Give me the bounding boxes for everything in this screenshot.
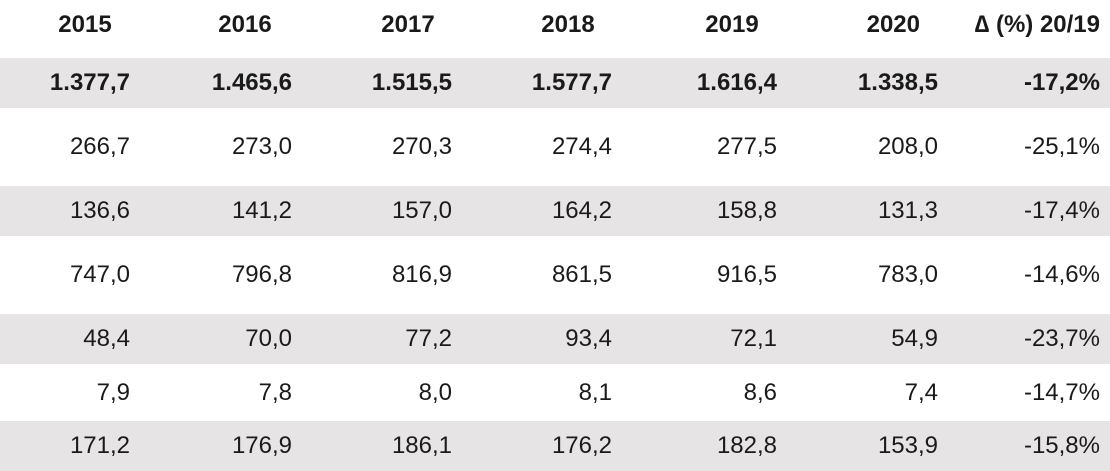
table-cell: 747,0 [69,261,130,288]
table-cell: 277,5 [716,133,777,160]
header-cell-2017: 2017 [381,11,435,38]
table-cell: -14,6% [1023,261,1100,288]
header-cell-delta: ∆ (%) 20/19 [974,11,1100,38]
table-cell: 861,5 [551,261,612,288]
table-row: 7,9 7,8 8,0 8,1 8,6 7,4 -14,7% [0,368,1110,418]
table-cell: 816,9 [391,261,452,288]
table-cell: 1.515,5 [371,69,452,96]
table-cell: 8,6 [743,379,777,406]
table-cell: 1.616,4 [696,69,777,96]
table-cell: 93,4 [565,325,612,352]
table-cell: -25,1% [1023,133,1100,160]
table-row-total: 1.377,7 1.465,6 1.515,5 1.577,7 1.616,4 … [0,58,1110,108]
table-cell: 208,0 [877,133,938,160]
table-cell: 7,4 [904,379,938,406]
table-row: 266,7 273,0 270,3 274,4 277,5 208,0 -25,… [0,122,1110,172]
table-cell: 1.465,6 [211,69,292,96]
table-cell: 171,2 [69,432,130,459]
table-cell: 270,3 [391,133,452,160]
table-cell: 136,6 [69,197,130,224]
table-cell: 153,9 [877,432,938,459]
table-cell: 48,4 [83,325,130,352]
table-cell: 70,0 [245,325,292,352]
table-cell: 273,0 [231,133,292,160]
table-row: 171,2 176,9 186,1 176,2 182,8 153,9 -15,… [0,421,1110,471]
table-cell: 131,3 [877,197,938,224]
table-cell: 54,9 [891,325,938,352]
table-cell: 176,2 [551,432,612,459]
table-cell: -17,4% [1023,197,1100,224]
table-cell: 157,0 [391,197,452,224]
table-row: 136,6 141,2 157,0 164,2 158,8 131,3 -17,… [0,186,1110,236]
table-cell: -14,7% [1023,379,1100,406]
table-cell: 1.377,7 [49,69,130,96]
table-cell: 916,5 [716,261,777,288]
table-cell: 176,9 [231,432,292,459]
table-cell: 77,2 [405,325,452,352]
table-cell: 141,2 [231,197,292,224]
table-cell: -15,8% [1023,432,1100,459]
table-cell: 1.577,7 [531,69,612,96]
header-cell-2019: 2019 [705,11,759,38]
table-cell: 8,1 [578,379,612,406]
table-header-row: 2015 2016 2017 2018 2019 2020 ∆ (%) 20/1… [0,0,1110,50]
table-cell: 158,8 [716,197,777,224]
table-cell: -17,2% [1023,69,1100,96]
table-row: 747,0 796,8 816,9 861,5 916,5 783,0 -14,… [0,250,1110,300]
table-cell: 182,8 [716,432,777,459]
header-cell-2018: 2018 [541,11,595,38]
table-cell: 164,2 [551,197,612,224]
table-cell: 72,1 [730,325,777,352]
table-cell: 186,1 [391,432,452,459]
table-cell: 266,7 [69,133,130,160]
table-cell: 8,0 [418,379,452,406]
table-cell: -23,7% [1023,325,1100,352]
table-cell: 7,9 [96,379,130,406]
header-cell-2015: 2015 [58,11,112,38]
table-cell: 7,8 [258,379,292,406]
table-cell: 1.338,5 [857,69,938,96]
table-cell: 783,0 [877,261,938,288]
table-cell: 274,4 [551,133,612,160]
header-cell-2020: 2020 [866,11,920,38]
table-cell: 796,8 [231,261,292,288]
header-cell-2016: 2016 [218,11,272,38]
table-row: 48,4 70,0 77,2 93,4 72,1 54,9 -23,7% [0,314,1110,364]
